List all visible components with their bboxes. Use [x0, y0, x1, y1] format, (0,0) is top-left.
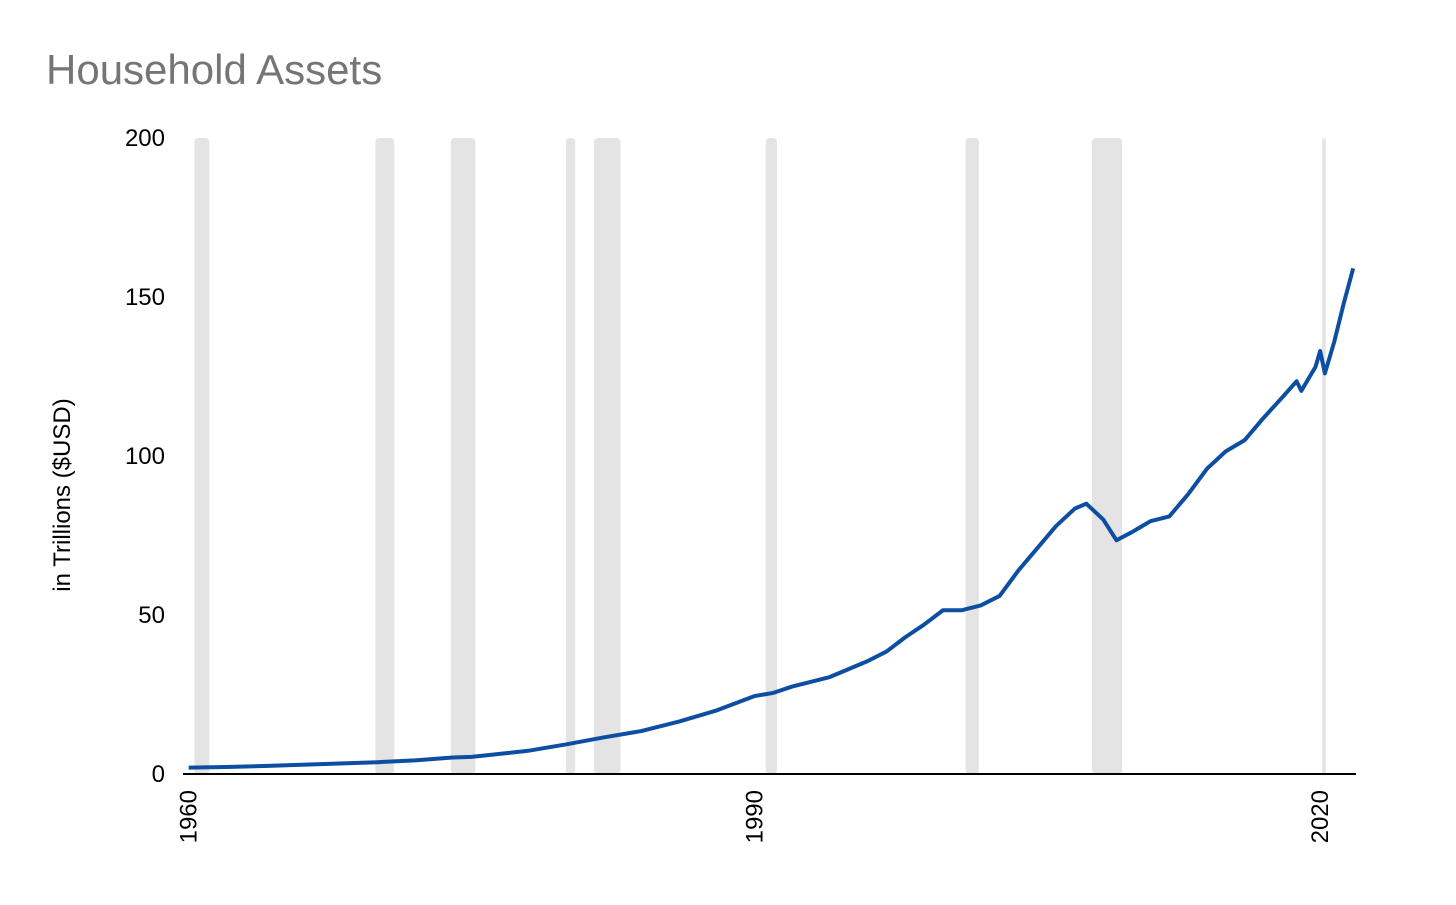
recession-band: [1322, 138, 1326, 774]
chart-title: Household Assets: [46, 46, 382, 93]
recession-band: [450, 138, 476, 774]
x-tick-label: 1960: [176, 790, 203, 843]
recession-band: [565, 138, 576, 774]
x-tick-label: 1990: [741, 790, 768, 843]
recession-band: [194, 138, 210, 774]
recession-band: [965, 138, 979, 774]
y-tick-label: 0: [152, 761, 165, 788]
y-tick-label: 150: [125, 284, 165, 311]
y-tick-label: 200: [125, 125, 165, 152]
y-axis-label: in Trillions ($USD): [49, 398, 76, 591]
recession-band: [594, 138, 621, 774]
recession-band: [765, 138, 778, 774]
recession-band: [1091, 138, 1123, 774]
x-tick-label: 2020: [1307, 790, 1334, 843]
recession-band: [375, 138, 395, 774]
data-line: [188, 267, 1356, 770]
y-tick-label: 100: [125, 443, 165, 470]
y-tick-label: 50: [138, 602, 165, 629]
